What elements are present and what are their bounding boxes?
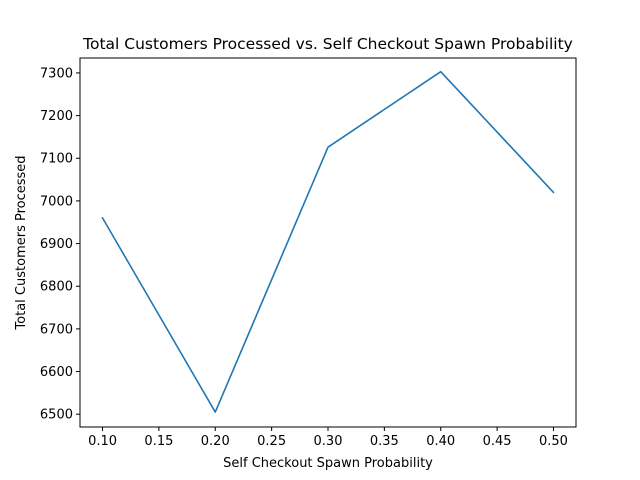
y-tick-label: 7300 — [40, 66, 73, 81]
y-tick-label: 7000 — [40, 194, 73, 209]
x-tick-label: 0.35 — [370, 434, 399, 449]
x-tick-label: 0.45 — [483, 434, 512, 449]
x-tick-label: 0.50 — [539, 434, 568, 449]
x-tick-label: 0.30 — [314, 434, 343, 449]
y-axis-label: Total Customers Processed — [14, 155, 29, 330]
y-tick-label: 6900 — [40, 237, 73, 252]
series-line — [101, 70, 555, 413]
x-tick-label: 0.10 — [88, 434, 117, 449]
chart-title: Total Customers Processed vs. Self Check… — [82, 35, 573, 53]
y-tick-label: 6500 — [40, 408, 73, 423]
y-tick-label: 6600 — [40, 365, 73, 380]
y-tick-label: 6800 — [40, 280, 73, 295]
y-axis: 6500 6600 6700 6800 6900 7000 7100 7200 7300 — [40, 66, 80, 423]
y-tick-label: 6700 — [40, 322, 73, 337]
x-tick-label: 0.20 — [201, 434, 230, 449]
plot-area — [101, 70, 555, 413]
x-axis: 0.10 0.15 0.20 0.25 0.30 0.35 0.40 0.45 0.50 — [88, 427, 568, 449]
x-axis-label: Self Checkout Spawn Probability — [223, 456, 433, 471]
x-tick-label: 0.40 — [426, 434, 455, 449]
x-tick-label: 0.15 — [144, 434, 173, 449]
y-tick-label: 7100 — [40, 152, 73, 167]
y-tick-label: 7200 — [40, 109, 73, 124]
x-tick-label: 0.25 — [257, 434, 286, 449]
